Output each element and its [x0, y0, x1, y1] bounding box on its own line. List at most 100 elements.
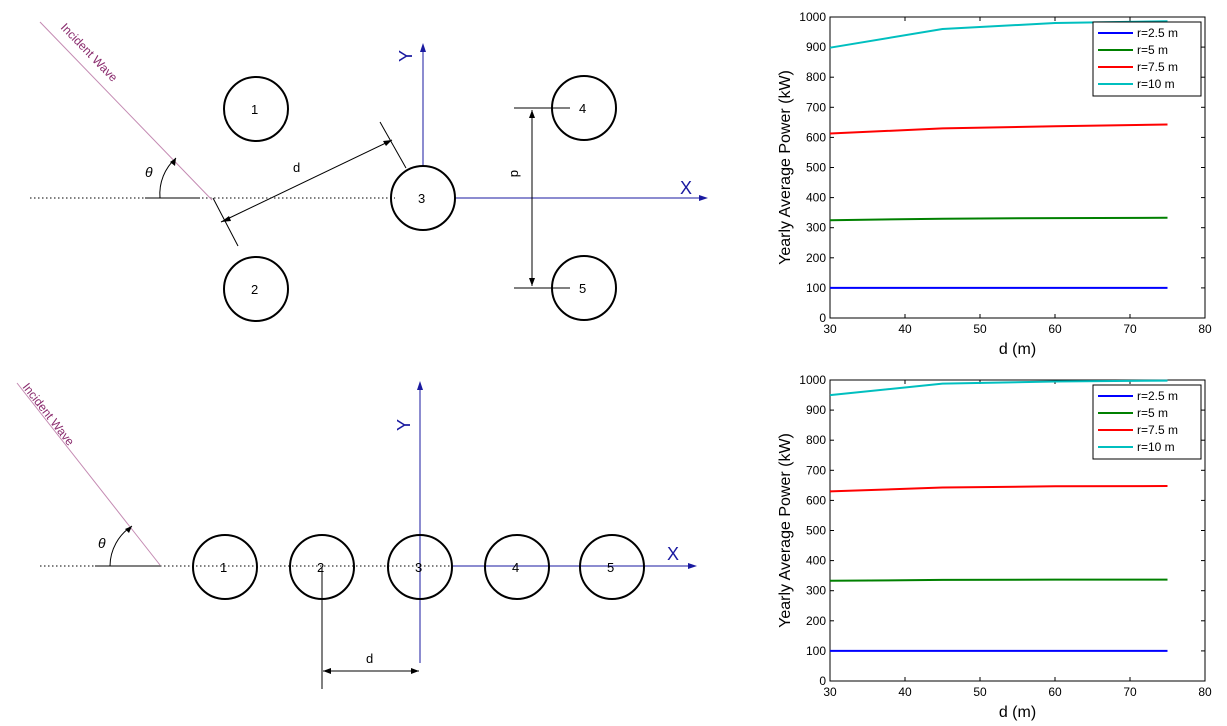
- y-axis-label: Yearly Average Power (kW): [777, 70, 794, 265]
- legend-label-4: r=10 m: [1137, 77, 1175, 91]
- y-tick-label: 200: [806, 251, 826, 265]
- legend: r=2.5 m r=5 m r=7.5 m r=10 m: [1092, 384, 1202, 460]
- y-tick-label: 600: [806, 493, 826, 507]
- series-line-4: [829, 379, 1168, 397]
- buoy-2: 2: [223, 256, 289, 322]
- x-axis-label: d (m): [999, 704, 1036, 721]
- y-tick-label: 0: [819, 311, 826, 325]
- svg-text:2: 2: [251, 282, 258, 297]
- incident-wave-line: [16, 382, 161, 566]
- series-line-3: [829, 123, 1168, 135]
- legend-label-3: r=7.5 m: [1137, 423, 1178, 437]
- buoy-1: 1: [223, 76, 289, 142]
- svg-text:4: 4: [579, 101, 586, 116]
- x-tick-label: 50: [973, 685, 987, 699]
- y-tick-label: 200: [806, 614, 826, 628]
- x-axis-label: X: [680, 178, 692, 198]
- legend-label-2: r=5 m: [1137, 406, 1168, 420]
- y-axis-label: Yearly Average Power (kW): [777, 433, 794, 628]
- series-line-2: [829, 216, 1168, 222]
- dh-arrow-left: [323, 668, 331, 674]
- angle-arrow: [170, 158, 176, 166]
- buoy-5: 5: [551, 255, 617, 321]
- legend: r=2.5 m r=5 m r=7.5 m r=10 m: [1092, 21, 1202, 97]
- y-axis-label: Y: [394, 419, 414, 431]
- perp-tick-a: [212, 197, 239, 247]
- y-tick-label: 300: [806, 584, 826, 598]
- legend-label-4: r=10 m: [1137, 440, 1175, 454]
- incident-wave-line: [39, 21, 213, 201]
- y-tick-label: 700: [806, 463, 826, 477]
- x-tick-label: 40: [898, 685, 912, 699]
- buoy-4: 4: [551, 75, 617, 141]
- array-layout-diagram-top: X Y Incident Wave θ d d 1 2 3 4 5: [30, 20, 708, 322]
- x-tick-label: 80: [1198, 685, 1212, 699]
- x-tick-label: 30: [823, 322, 837, 336]
- legend-label-1: r=2.5 m: [1137, 389, 1178, 403]
- svg-text:1: 1: [251, 102, 258, 117]
- legend-label-3: r=7.5 m: [1137, 60, 1178, 74]
- svg-text:5: 5: [579, 281, 586, 296]
- power-chart-bottom: 30 40 50 60 70 800100200300400500600700800900…: [777, 373, 1212, 721]
- x-axis-label: d (m): [999, 341, 1036, 358]
- y-tick-label: 400: [806, 554, 826, 568]
- buoy-3: 3: [387, 534, 453, 600]
- y-tick-label: 400: [806, 191, 826, 205]
- y-tick-label: 800: [806, 70, 826, 84]
- x-tick-label: 50: [973, 322, 987, 336]
- y-axis-arrow: [420, 43, 426, 52]
- buoy-4: 4: [484, 534, 550, 600]
- perp-tick-b: [379, 121, 407, 169]
- array-layout-diagram-bottom: X Y Incident Wave θ 1 2 3 4 5 d: [16, 380, 697, 689]
- incident-wave-label: Incident Wave: [20, 380, 78, 448]
- y-axis-arrow: [417, 381, 423, 390]
- y-tick-label: 800: [806, 433, 826, 447]
- x-tick-label: 60: [1048, 685, 1062, 699]
- svg-text:2: 2: [317, 560, 324, 575]
- x-axis-arrow: [688, 563, 697, 569]
- angle-label: θ: [98, 535, 106, 551]
- svg-text:4: 4: [512, 560, 519, 575]
- d-dimension-diagonal: [220, 139, 393, 223]
- dh-arrow-right: [411, 668, 419, 674]
- legend-label-1: r=2.5 m: [1137, 26, 1178, 40]
- d-arrow-b: [383, 140, 392, 146]
- x-tick-label: 80: [1198, 322, 1212, 336]
- d-arrow-a: [221, 216, 231, 222]
- y-tick-label: 300: [806, 221, 826, 235]
- x-axis-label: X: [667, 544, 679, 564]
- svg-text:1: 1: [220, 560, 227, 575]
- y-tick-label: 0: [819, 674, 826, 688]
- angle-label: θ: [145, 164, 153, 180]
- series-line-3: [829, 485, 1168, 493]
- dv-arrow-bot: [529, 278, 535, 286]
- svg-text:3: 3: [418, 191, 425, 206]
- y-tick-label: 900: [806, 40, 826, 54]
- buoy-1: 1: [192, 534, 258, 600]
- y-tick-label: 100: [806, 281, 826, 295]
- x-tick-label: 70: [1123, 322, 1137, 336]
- series-line-2: [829, 578, 1168, 582]
- buoy-3: 3: [390, 165, 456, 231]
- svg-text:3: 3: [415, 560, 422, 575]
- angle-arrow: [125, 526, 132, 533]
- legend-label-2: r=5 m: [1137, 43, 1168, 57]
- incident-wave-label: Incident Wave: [58, 20, 121, 84]
- svg-text:5: 5: [607, 560, 614, 575]
- x-axis-arrow: [699, 195, 708, 201]
- power-chart-top: 30 40 50 60 70 800100200300400500600700800900…: [777, 10, 1212, 358]
- x-tick-label: 60: [1048, 322, 1062, 336]
- y-axis-label: Y: [396, 50, 416, 62]
- y-tick-label: 500: [806, 161, 826, 175]
- d-label-horizontal: d: [366, 651, 373, 666]
- y-tick-label: 900: [806, 403, 826, 417]
- dv-arrow-top: [529, 110, 535, 118]
- d-label-vertical: d: [508, 170, 523, 177]
- y-tick-label: 1000: [799, 373, 826, 387]
- x-tick-label: 70: [1123, 685, 1137, 699]
- y-tick-label: 1000: [799, 10, 826, 24]
- y-tick-label: 100: [806, 644, 826, 658]
- buoy-5: 5: [579, 534, 645, 600]
- d-label-diagonal: d: [293, 160, 300, 175]
- x-tick-label: 40: [898, 322, 912, 336]
